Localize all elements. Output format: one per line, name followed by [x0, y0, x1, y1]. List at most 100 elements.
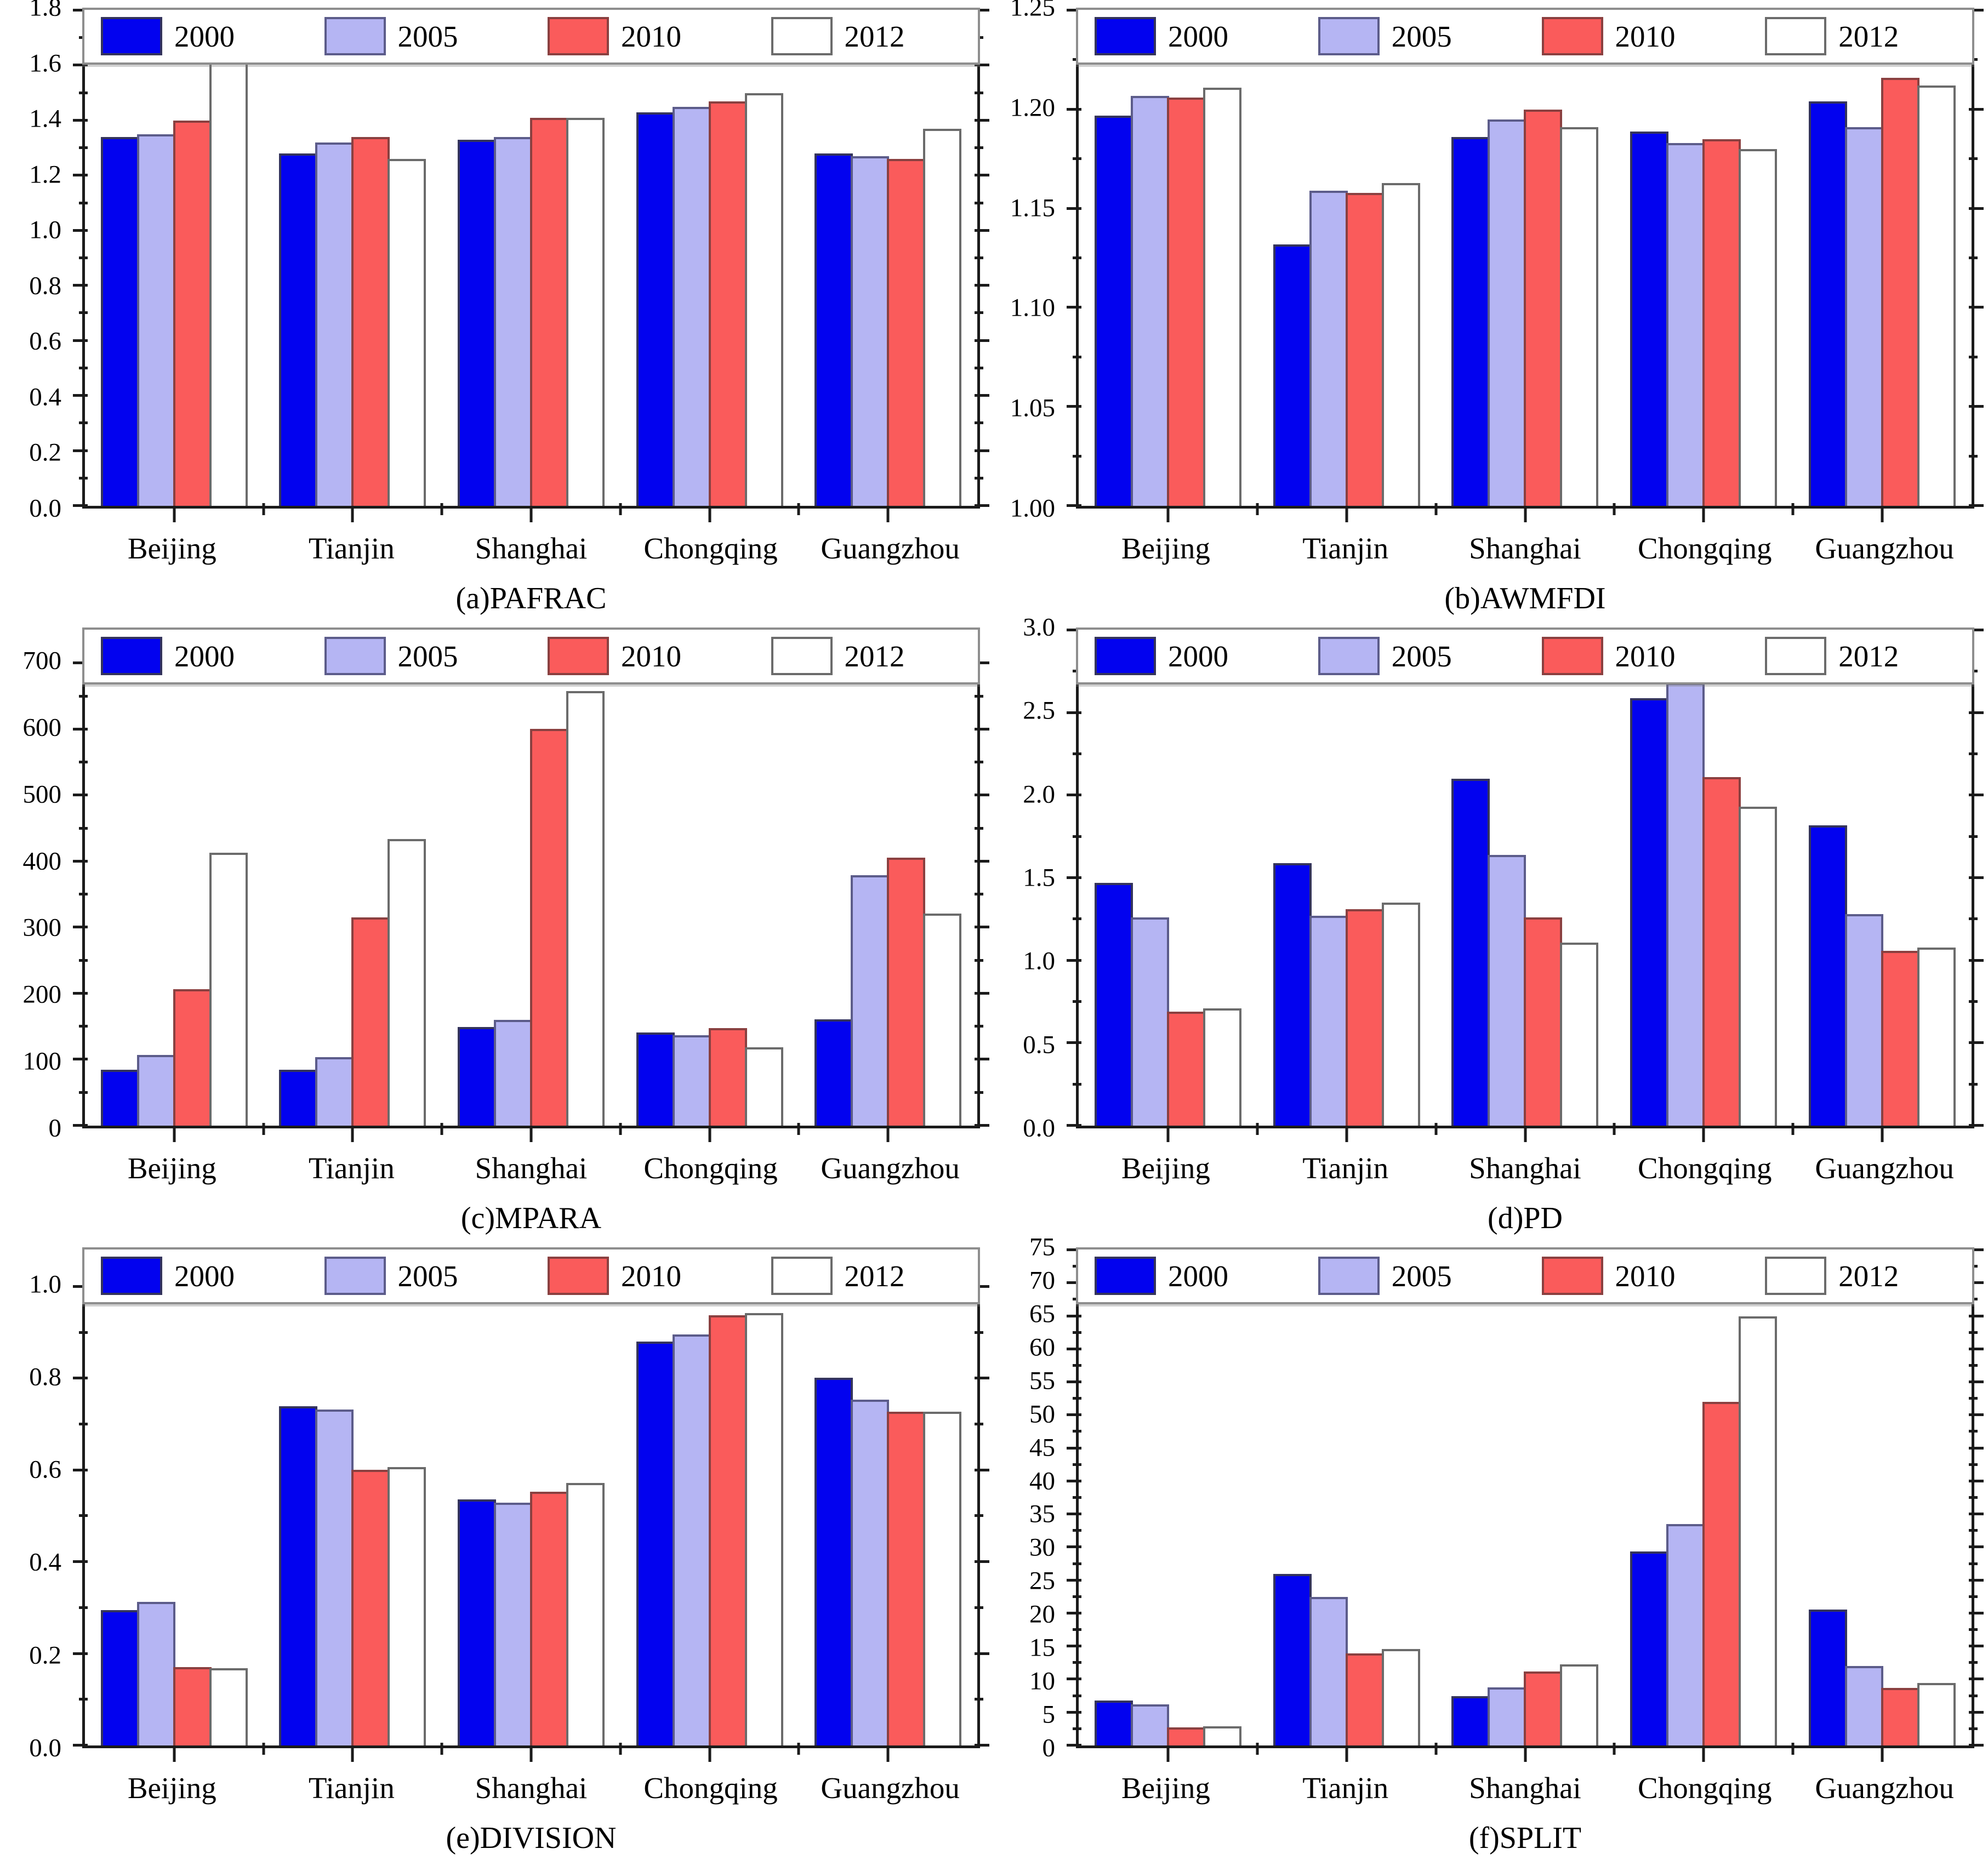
legend-label-2000: 2000	[174, 639, 235, 673]
y-minor-tick	[79, 958, 88, 962]
y-tick-label: 45	[1029, 1433, 1055, 1462]
y-minor-tick	[79, 476, 88, 480]
legend-item-2000: 2000	[84, 17, 308, 55]
bars-group-chongqing	[1614, 1250, 1793, 1745]
bar-beijing-2010	[1166, 1727, 1205, 1745]
y-major-tick	[1067, 1545, 1081, 1549]
x-category-label-beijing: Beijing	[127, 1151, 217, 1185]
y-major-tick	[1969, 1710, 1984, 1714]
bar-shanghai-2010	[529, 1492, 568, 1745]
y-major-tick	[975, 1058, 989, 1061]
y-minor-tick	[1969, 1000, 1978, 1003]
y-major-tick	[1067, 711, 1081, 714]
x-major-tick	[529, 1743, 533, 1762]
bars-layer	[85, 630, 977, 1126]
x-category-label-shanghai: Shanghai	[475, 1151, 588, 1185]
y-minor-tick	[1073, 1661, 1081, 1664]
x-minor-tick	[619, 1123, 622, 1135]
legend-swatch-2010	[548, 1257, 609, 1295]
bar-guangzhou-2010	[1881, 1688, 1920, 1745]
y-minor-tick	[975, 1698, 983, 1701]
y-major-tick	[1969, 1248, 1984, 1251]
x-minor-tick	[1256, 1743, 1259, 1755]
legend-label-2005: 2005	[1391, 19, 1452, 53]
bar-chongqing-2010	[708, 1028, 747, 1126]
y-tick-label: 1.6	[29, 49, 61, 78]
legend-swatch-2005	[324, 17, 386, 55]
y-minor-tick	[975, 421, 983, 425]
y-minor-tick	[79, 1025, 88, 1028]
bars-group-beijing	[1079, 630, 1257, 1126]
y-major-tick	[1969, 1545, 1984, 1549]
y-major-tick	[975, 339, 989, 342]
x-major-tick	[708, 1123, 711, 1142]
y-tick-label: 35	[1029, 1499, 1055, 1528]
x-major-tick	[1881, 1123, 1884, 1142]
x-major-tick	[173, 503, 176, 522]
y-minor-tick	[1969, 355, 1978, 358]
x-category-label-tianjin: Tianjin	[308, 532, 395, 565]
legend-item-2000: 2000	[84, 1257, 308, 1295]
bar-shanghai-2000	[457, 1499, 496, 1745]
bar-beijing-2000	[100, 137, 139, 506]
x-minor-tick	[1613, 1743, 1616, 1755]
x-major-tick	[1524, 503, 1526, 522]
legend-swatch-2010	[1541, 1257, 1603, 1295]
y-axis-labels: 0 100 200 300 400 500 600 700	[0, 627, 82, 1141]
legend: 2000 2005 2010 2012	[82, 627, 980, 684]
bar-chongqing-2012	[744, 93, 783, 506]
y-minor-tick	[79, 421, 88, 425]
x-minor-tick	[1791, 1743, 1795, 1755]
legend-label-2005: 2005	[397, 19, 458, 53]
x-minor-tick	[797, 503, 800, 515]
legend-swatch-2000	[1095, 1257, 1156, 1295]
y-major-tick	[1067, 1611, 1081, 1614]
y-minor-tick	[975, 1091, 983, 1094]
legend-label-2012: 2012	[844, 639, 905, 673]
legend-swatch-2000	[1095, 17, 1156, 55]
bar-chongqing-2005	[672, 1035, 711, 1126]
y-major-tick	[1969, 1479, 1984, 1482]
y-axis-labels: 0.0 0.2 0.4 0.6 0.8 1.0 1.2 1.4 1.6 1.8	[0, 0, 82, 521]
y-minor-tick	[1073, 1562, 1081, 1565]
y-minor-tick	[79, 1331, 88, 1334]
plot-area: 2000 2005 2010 2012	[1067, 1247, 1984, 1762]
x-minor-tick	[797, 1743, 800, 1755]
bars-group-guangzhou	[799, 1250, 977, 1745]
y-minor-tick	[1969, 1463, 1978, 1466]
y-major-tick	[1969, 629, 1984, 631]
legend: 2000 2005 2010 2012	[1076, 1247, 1974, 1304]
panel-caption: (b)AWMFDI	[1444, 581, 1606, 615]
y-minor-tick	[1073, 1628, 1081, 1631]
y-major-tick	[975, 504, 989, 507]
plot-area: 2000 2005 2010 2012	[73, 627, 989, 1142]
y-minor-tick	[1073, 157, 1081, 161]
panel-caption: (a)PAFRAC	[455, 581, 607, 615]
panel-d-pd: 0.0 0.5 1.0 1.5 2.0 2.5 3.0 2000 2005 2010 2012 B…	[994, 614, 1988, 1240]
legend-label-2012: 2012	[1838, 1259, 1899, 1293]
legend-swatch-2012	[771, 637, 833, 675]
y-major-tick	[1969, 1513, 1984, 1516]
y-major-tick	[1067, 1248, 1081, 1251]
bar-guangzhou-2012	[1917, 947, 1956, 1126]
legend: 2000 2005 2010 2012	[82, 1247, 980, 1304]
x-category-label-guangzhou: Guangzhou	[821, 1771, 960, 1805]
bar-chongqing-2000	[636, 112, 675, 506]
y-major-tick	[1969, 1645, 1984, 1648]
y-major-tick	[1969, 958, 1984, 962]
y-major-tick	[1067, 1380, 1081, 1384]
bar-tianjin-2005	[1309, 916, 1348, 1126]
y-minor-tick	[975, 476, 983, 480]
bar-beijing-2012	[209, 1668, 248, 1745]
y-major-tick	[1067, 794, 1081, 797]
legend-item-2005: 2005	[308, 637, 532, 675]
bar-tianjin-2010	[1345, 909, 1384, 1126]
y-major-tick	[73, 1058, 88, 1061]
y-tick-label: 5	[1042, 1700, 1056, 1729]
bars-group-beijing	[85, 630, 264, 1126]
bars-group-beijing	[85, 10, 264, 506]
bar-beijing-2010	[1166, 98, 1205, 506]
bars-group-guangzhou	[799, 10, 977, 506]
y-major-tick	[73, 394, 88, 397]
bar-chongqing-2010	[1702, 777, 1741, 1126]
